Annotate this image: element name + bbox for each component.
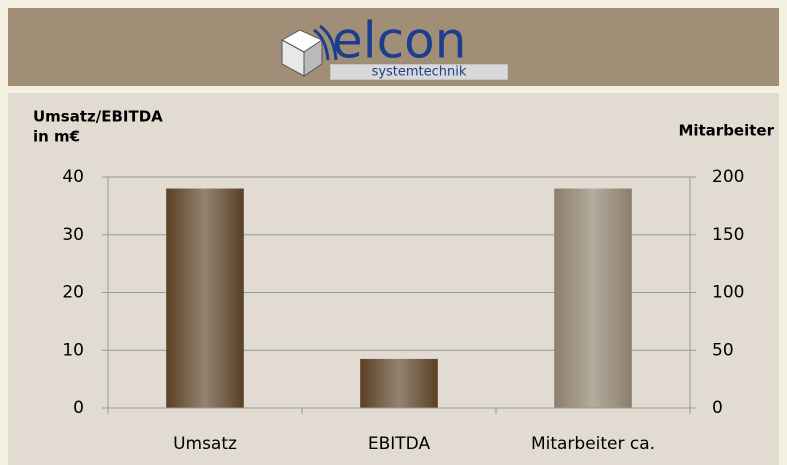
- y-axis-label: in m€: [33, 128, 80, 146]
- logo-tagline: systemtechnik: [372, 65, 467, 80]
- y-tick-label: 0: [73, 398, 84, 418]
- x-tick-label: Mitarbeiter ca.: [531, 434, 655, 454]
- y2-tick-label: 50: [712, 340, 734, 360]
- y2-tick-label: 200: [712, 167, 744, 187]
- bar: [554, 188, 632, 408]
- y2-axis-label: Mitarbeiter: [678, 122, 774, 140]
- x-tick-label: Umsatz: [173, 434, 237, 454]
- tagline-box: [329, 63, 509, 81]
- y-tick-label: 10: [62, 340, 84, 360]
- logo-icon: [303, 39, 323, 77]
- y2-tick-label: 150: [712, 225, 744, 245]
- y-tick-label: 30: [62, 225, 84, 245]
- y2-tick-label: 100: [712, 283, 744, 303]
- bar: [360, 358, 438, 408]
- y-axis-label: Umsatz/EBITDA: [33, 108, 163, 126]
- chart-area: [8, 93, 779, 465]
- logo-text: elcon: [332, 12, 466, 70]
- logo-icon: [313, 24, 338, 61]
- y-tick-label: 40: [62, 167, 84, 187]
- logo: elcon systemtechnik: [280, 12, 509, 81]
- bar: [166, 188, 244, 408]
- y2-tick-label: 0: [712, 398, 723, 418]
- x-tick-label: EBITDA: [368, 434, 431, 454]
- y-tick-label: 20: [62, 283, 84, 303]
